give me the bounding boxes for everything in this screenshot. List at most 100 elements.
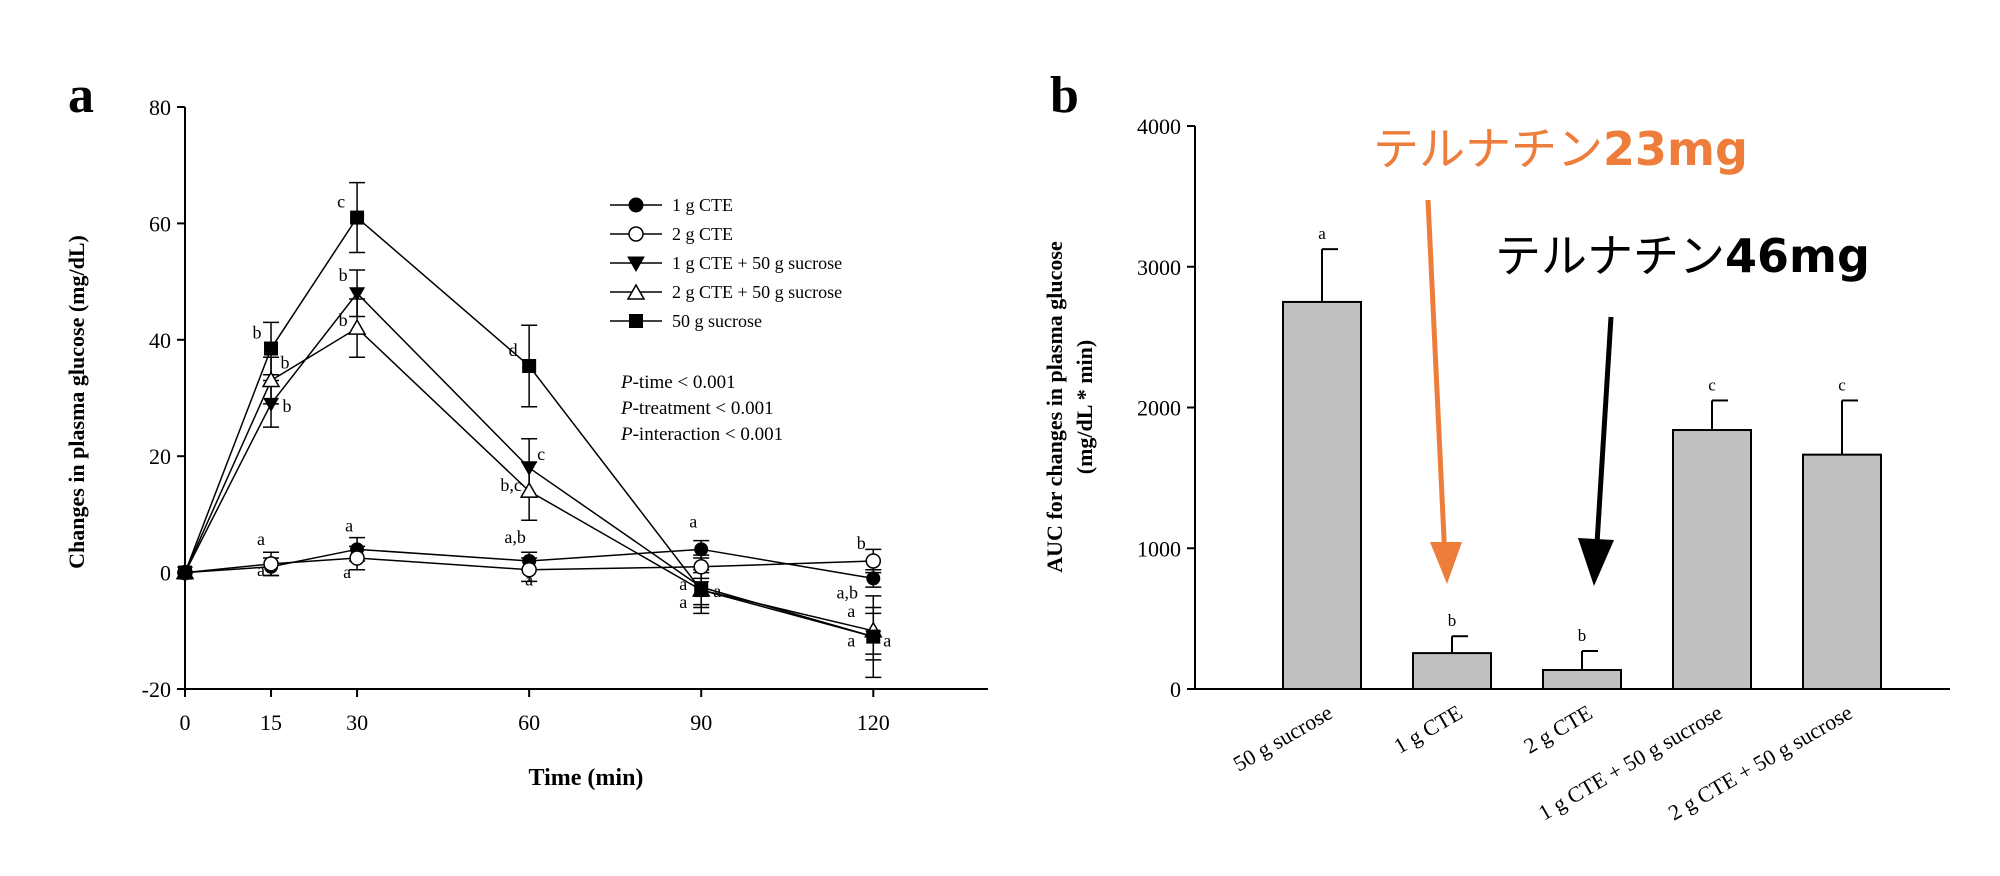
- data-point: [866, 629, 881, 644]
- stat-time: P-time < 0.001: [620, 372, 736, 393]
- legend-item-2g-cte: 2 g CTE: [610, 224, 733, 244]
- arrow-black-shaft: [1593, 316, 1614, 561]
- data-point: [263, 397, 280, 412]
- y-tick-label: 1000: [1137, 536, 1181, 561]
- bar: [1282, 300, 1362, 690]
- significance-letter: a: [343, 562, 351, 582]
- panel-a-axes: [184, 107, 988, 690]
- series-line: [184, 292, 874, 638]
- data-point: [264, 341, 279, 356]
- panel-a-stats: P-time < 0.001 P-treatment < 0.001 P-int…: [620, 372, 783, 445]
- y-tick-label: 4000: [1137, 114, 1181, 139]
- significance-letter: c: [537, 444, 545, 464]
- significance-letter: b: [1448, 611, 1457, 630]
- x-tick-label: 50 g sucrose: [1229, 700, 1337, 777]
- annotation-orange: テルナチン23mg: [1373, 122, 1748, 584]
- data-point: [350, 210, 365, 225]
- x-tick-label: 1 g CTE: [1389, 700, 1466, 759]
- panel-b-label: b: [1050, 67, 1079, 124]
- legend-marker-filled-triangle: [627, 256, 645, 273]
- significance-letter: b: [1578, 626, 1587, 645]
- x-tick-label: 30: [346, 710, 368, 735]
- series-line: [184, 327, 874, 632]
- bar: [1802, 453, 1882, 690]
- significance-letter: a: [257, 560, 265, 580]
- panel-a-x-label: Time (min): [529, 765, 644, 791]
- significance-letter: a: [689, 511, 697, 531]
- data-point: [521, 461, 538, 476]
- legend-marker-open-circle: [628, 226, 644, 242]
- y-tick-label: 20: [149, 444, 171, 469]
- data-point: [349, 287, 366, 302]
- data-point: [694, 542, 709, 557]
- y-tick-label: 80: [149, 95, 171, 120]
- panel-b-y-ticks: 0 1000 2000 3000 4000: [1137, 114, 1195, 702]
- x-tick-label: 0: [180, 710, 191, 735]
- significance-letter: a: [847, 631, 855, 651]
- significance-letter: a: [679, 574, 687, 594]
- bar: [1542, 668, 1622, 691]
- data-point: [178, 565, 192, 580]
- significance-letter: d: [509, 340, 518, 360]
- legend-marker-filled-square: [629, 314, 643, 328]
- annotation-black-text: テルナチン46mg: [1495, 229, 1870, 283]
- annotation-black: テルナチン46mg: [1495, 229, 1870, 586]
- x-tick-label: 15: [260, 710, 282, 735]
- legend-marker-filled-circle: [628, 197, 644, 213]
- bar: [1672, 429, 1752, 690]
- panel-a-legend: 1 g CTE 2 g CTE 1 g CTE + 50 g sucrose 2…: [610, 195, 842, 331]
- significance-letter: b: [281, 353, 290, 373]
- series-markers: [175, 210, 883, 645]
- arrow-orange-head-icon: [1430, 542, 1462, 584]
- significance-letter: b,c: [500, 475, 522, 495]
- data-point: [522, 358, 537, 373]
- legend-item-1g-cte-sucrose: 1 g CTE + 50 g sucrose: [610, 253, 842, 273]
- series-line: [184, 557, 874, 574]
- legend-label-50g-sucrose: 50 g sucrose: [672, 311, 762, 331]
- significance-letter: b: [339, 310, 348, 330]
- legend-label-2g-cte: 2 g CTE: [672, 224, 733, 244]
- y-tick-label: 3000: [1137, 255, 1181, 280]
- panel-b-y-label-line2: (mg/dL * min): [1072, 340, 1097, 474]
- y-tick-label: 40: [149, 328, 171, 353]
- panel-b-bars: a b b c c: [1282, 224, 1882, 691]
- significance-letter: a,b: [837, 582, 859, 602]
- significance-letter: c: [1838, 375, 1846, 394]
- data-point: [694, 583, 709, 598]
- data-point: [519, 481, 539, 498]
- data-point: [865, 553, 882, 569]
- data-point: [263, 556, 279, 572]
- panel-b-y-label-line1: AUC for changes in plasma glucose: [1042, 241, 1067, 573]
- legend-label-2g-cte-sucrose: 2 g CTE + 50 g sucrose: [672, 282, 842, 302]
- significance-letter: a: [257, 529, 265, 549]
- bar: [1412, 652, 1492, 691]
- legend-marker-open-triangle: [626, 283, 646, 300]
- significance-letter: a: [525, 570, 533, 590]
- significance-letter: a: [713, 581, 721, 601]
- significance-letter: a: [1318, 224, 1326, 243]
- data-point: [261, 371, 281, 388]
- x-tick-label: 2 g CTE: [1519, 700, 1596, 759]
- y-tick-label: 0: [1170, 677, 1181, 702]
- x-tick-label: 120: [857, 710, 890, 735]
- y-tick-label: 0: [160, 561, 171, 586]
- arrow-black-head-icon: [1578, 538, 1614, 586]
- data-point: [866, 571, 881, 586]
- significance-letter: a: [883, 631, 891, 651]
- series-line: [184, 216, 874, 638]
- legend-item-2g-cte-sucrose: 2 g CTE + 50 g sucrose: [610, 282, 842, 302]
- significance-letter: b: [253, 323, 262, 343]
- significance-letter: b: [857, 533, 866, 553]
- panel-b: b 0 1000 2000 3000 4000 AUC for changes in p…: [1042, 67, 1950, 825]
- significance-letter: c: [337, 192, 345, 212]
- panel-a: a -20 0 20 40 60 80 0 15 30 60 90 120 Changes in p…: [64, 67, 988, 791]
- significance-letter: a: [847, 601, 855, 621]
- data-point: [349, 550, 365, 566]
- significance-letter: b: [283, 396, 292, 416]
- panel-a-y-ticks: -20 0 20 40 60 80: [142, 95, 185, 702]
- legend-item-1g-cte: 1 g CTE: [610, 195, 733, 215]
